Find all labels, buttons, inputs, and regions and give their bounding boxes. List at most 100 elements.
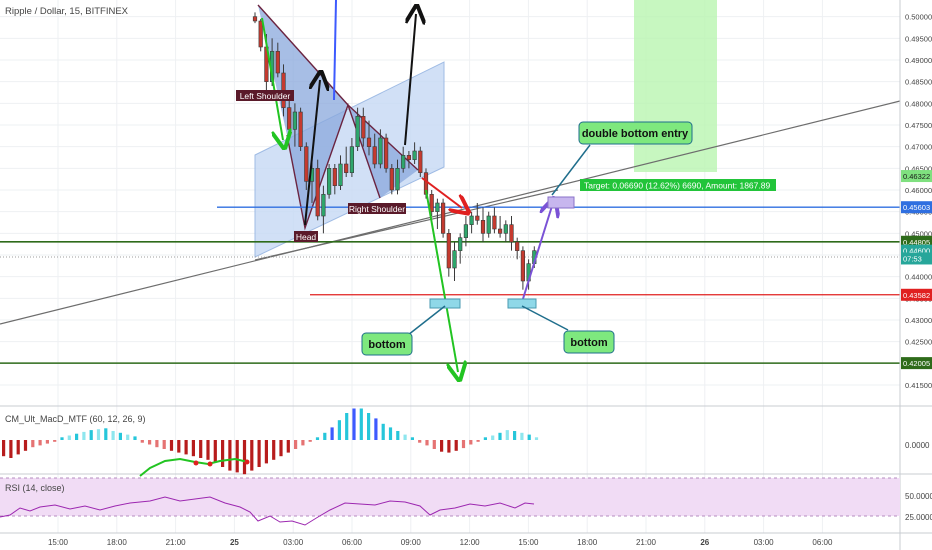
price-tick-label: 0.48000	[905, 99, 932, 108]
macd-bar	[89, 430, 93, 440]
price-tick-label: 0.50000	[905, 13, 932, 22]
symbol-title: Ripple / Dollar, 15, BITFINEX	[5, 6, 129, 17]
bottom-box-2[interactable]	[507, 298, 537, 309]
entry-box[interactable]	[547, 196, 575, 209]
candle[interactable]	[458, 233, 463, 264]
macd-bar	[31, 440, 35, 448]
macd-bar	[447, 440, 451, 453]
candle[interactable]	[361, 107, 366, 147]
candle-body	[515, 241, 520, 251]
candle[interactable]	[349, 138, 355, 177]
macd-bar	[527, 434, 531, 440]
candle[interactable]	[520, 246, 525, 290]
macd-bar	[367, 413, 371, 440]
red-arrow[interactable]	[421, 177, 462, 208]
candle[interactable]	[321, 185, 326, 234]
macd-bar	[483, 437, 487, 440]
macd-bar	[272, 440, 276, 460]
macd-bar	[425, 440, 429, 446]
candle[interactable]	[275, 42, 280, 78]
candle-body	[469, 215, 474, 225]
callout-double-bottom-entry[interactable]: double bottom entry	[578, 121, 693, 145]
macd-bar	[315, 437, 320, 440]
candle[interactable]	[435, 198, 440, 229]
black-arrow-right[interactable]	[404, 14, 416, 146]
candle[interactable]	[401, 146, 406, 173]
candle[interactable]	[406, 151, 412, 169]
candle[interactable]	[315, 159, 320, 221]
time-axis[interactable]: 15:00 18:00 21:00 25 03:00 06:00 09:00 12:00 15:…	[48, 538, 833, 547]
callout-bottom-1[interactable]: bottom	[361, 332, 413, 356]
candle[interactable]	[440, 198, 446, 238]
candle[interactable]	[509, 216, 514, 251]
candle[interactable]	[372, 133, 377, 169]
macd-bar	[111, 431, 115, 440]
candle[interactable]	[480, 207, 486, 242]
macd-bar	[140, 440, 144, 443]
candle[interactable]	[252, 12, 258, 24]
candle[interactable]	[298, 107, 303, 151]
green-arrow-down[interactable]	[425, 189, 458, 372]
candle[interactable]	[503, 220, 508, 242]
candle[interactable]	[497, 216, 503, 238]
candle[interactable]	[304, 142, 309, 190]
macd-bar	[133, 436, 137, 440]
macd-bar	[388, 427, 393, 440]
candle[interactable]	[332, 164, 337, 195]
candle[interactable]	[486, 211, 491, 238]
candle[interactable]	[389, 164, 394, 195]
right-shoulder-text: Right Shoulder	[349, 204, 405, 214]
time-tick-label: 15:00	[48, 538, 69, 547]
candle-body	[258, 20, 263, 48]
candle-body	[440, 202, 446, 234]
price-tick-label: 0.49500	[905, 34, 932, 43]
callout-bottom-2[interactable]: bottom	[563, 330, 615, 354]
black-arrow-left[interactable]	[304, 80, 320, 226]
head-shoulders-left-shade	[258, 5, 348, 228]
candle[interactable]	[429, 190, 434, 216]
trendline-neckline[interactable]	[254, 189, 559, 261]
candle-body	[321, 194, 326, 217]
candle[interactable]	[355, 107, 360, 151]
price-tick-label: 0.48500	[905, 78, 932, 87]
candle-body	[497, 228, 503, 234]
macd-bar	[169, 440, 174, 451]
macd-bar	[403, 434, 407, 440]
candle-body	[344, 163, 349, 173]
candle[interactable]	[446, 229, 451, 277]
head-shoulders-right-shade	[348, 105, 418, 198]
head-text: Head	[296, 232, 317, 242]
price-axis[interactable]: 0.50000 0.49500 0.49000 0.48500 0.48000 0.475…	[905, 13, 932, 390]
candle[interactable]	[326, 164, 332, 199]
macd-bar	[505, 430, 509, 440]
macd-bar	[337, 420, 341, 440]
green-arrow-top[interactable]	[261, 17, 283, 140]
candle[interactable]	[366, 120, 372, 156]
candle[interactable]	[344, 146, 349, 177]
candle[interactable]	[412, 142, 417, 164]
candle[interactable]	[338, 155, 343, 190]
blue-vertical-arrow[interactable]	[333, 0, 337, 101]
price-tick-label: 0.44000	[905, 273, 932, 282]
macd-bar	[221, 440, 225, 467]
candle[interactable]	[452, 242, 457, 281]
candle[interactable]	[292, 103, 298, 147]
price-tick-label: 0.46000	[905, 186, 932, 195]
purple-arrow[interactable]	[521, 206, 552, 303]
candle[interactable]	[383, 133, 389, 173]
bottom-box-1[interactable]	[429, 298, 461, 309]
candle[interactable]	[475, 203, 480, 225]
target-zone[interactable]	[634, 0, 717, 172]
candle[interactable]	[515, 237, 520, 260]
candle[interactable]	[463, 216, 469, 247]
rsi-label: RSI (14, close)	[5, 483, 65, 493]
candle[interactable]	[418, 146, 423, 177]
candle[interactable]	[492, 207, 497, 234]
candle[interactable]	[395, 159, 400, 195]
candle[interactable]	[378, 129, 383, 169]
macd-bar	[45, 440, 49, 444]
macd-histogram[interactable]	[2, 408, 539, 475]
candle[interactable]	[258, 18, 263, 52]
